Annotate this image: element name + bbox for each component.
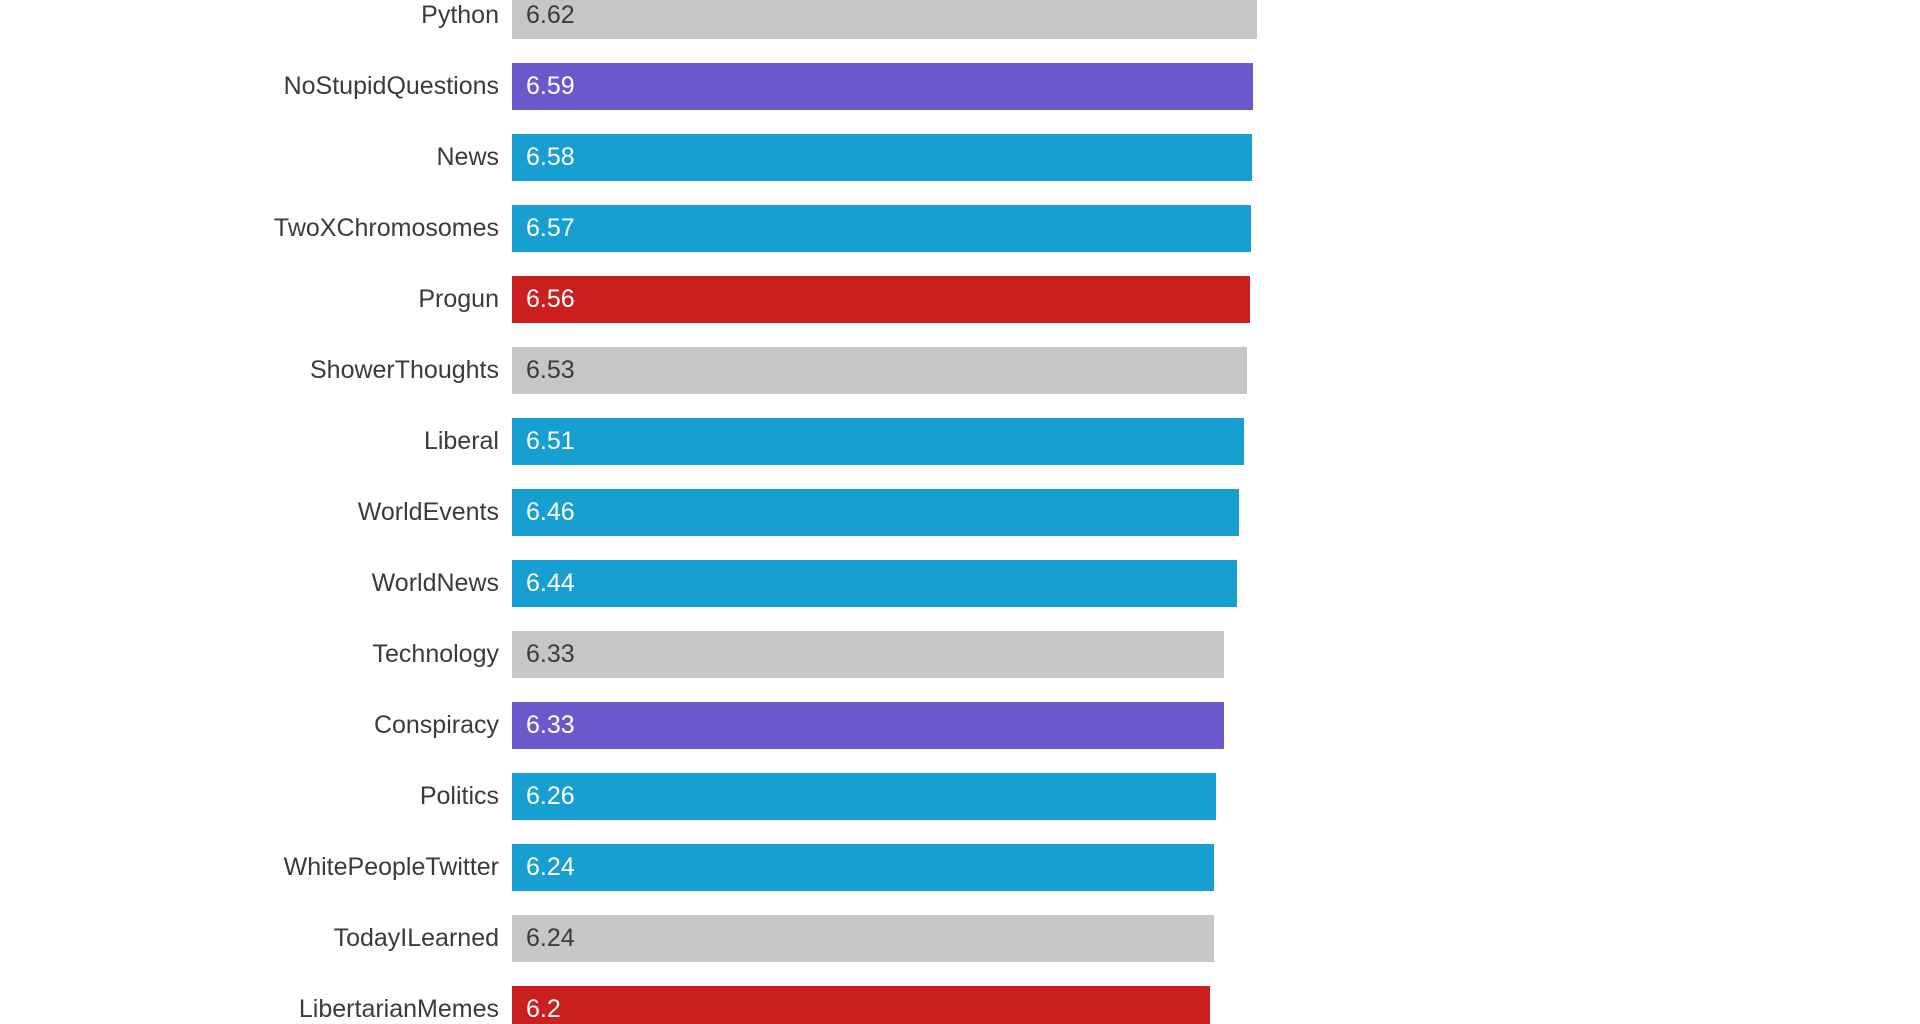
bar: 6.57: [512, 204, 1251, 252]
bar-row: Progun 6.56: [0, 275, 1920, 323]
bar: 6.26: [512, 772, 1216, 820]
category-label: LibertarianMemes: [298, 994, 499, 1023]
value-label: 6.58: [526, 142, 575, 171]
bar-row: Python 6.62: [0, 0, 1920, 39]
bar: 6.56: [512, 275, 1250, 323]
value-label: 6.62: [526, 0, 575, 29]
category-label: Politics: [419, 781, 499, 810]
category-label: Progun: [418, 284, 499, 313]
bar-row: LibertarianMemes 6.2: [0, 985, 1920, 1024]
category-label: ShowerThoughts: [309, 355, 499, 384]
bar: 6.53: [512, 346, 1247, 394]
bar-row: WorldNews 6.44: [0, 559, 1920, 607]
bar: 6.33: [512, 630, 1224, 678]
value-label: 6.53: [526, 355, 575, 384]
bar-row: Conspiracy 6.33: [0, 701, 1920, 749]
bar: 6.62: [512, 0, 1257, 39]
bar: 6.51: [512, 417, 1244, 465]
bar-row: Liberal 6.51: [0, 417, 1920, 465]
bar: 6.24: [512, 914, 1214, 962]
bar-row: Politics 6.26: [0, 772, 1920, 820]
value-label: 6.44: [526, 568, 575, 597]
value-label: 6.46: [526, 497, 575, 526]
bar: 6.33: [512, 701, 1224, 749]
category-label: WorldEvents: [357, 497, 499, 526]
value-label: 6.56: [526, 284, 575, 313]
category-label: TodayILearned: [333, 923, 499, 952]
bar-row: Technology 6.33: [0, 630, 1920, 678]
value-label: 6.59: [526, 71, 575, 100]
bar: 6.46: [512, 488, 1239, 536]
bar-row: WorldEvents 6.46: [0, 488, 1920, 536]
value-label: 6.26: [526, 781, 575, 810]
value-label: 6.33: [526, 639, 575, 668]
bar-row: TodayILearned 6.24: [0, 914, 1920, 962]
bar: 6.58: [512, 133, 1252, 181]
bar-row: News 6.58: [0, 133, 1920, 181]
category-label: Liberal: [423, 426, 499, 455]
value-label: 6.24: [526, 923, 575, 952]
value-label: 6.33: [526, 710, 575, 739]
category-label: Technology: [372, 639, 499, 668]
category-label: Conspiracy: [373, 710, 499, 739]
value-label: 6.2: [526, 994, 561, 1023]
value-label: 6.24: [526, 852, 575, 881]
bar-row: TwoXChromosomes 6.57: [0, 204, 1920, 252]
value-label: 6.57: [526, 213, 575, 242]
bar: 6.59: [512, 62, 1253, 110]
category-label: News: [436, 142, 499, 171]
category-label: TwoXChromosomes: [273, 213, 499, 242]
bar-row: ShowerThoughts 6.53: [0, 346, 1920, 394]
value-label: 6.51: [526, 426, 575, 455]
bar-row: NoStupidQuestions 6.59: [0, 62, 1920, 110]
bar: 6.44: [512, 559, 1237, 607]
category-label: NoStupidQuestions: [283, 71, 499, 100]
bar: 6.24: [512, 843, 1214, 891]
bar-row: WhitePeopleTwitter 6.24: [0, 843, 1920, 891]
category-label: WhitePeopleTwitter: [283, 852, 499, 881]
category-label: Python: [421, 0, 499, 29]
bar: 6.2: [512, 985, 1210, 1024]
category-label: WorldNews: [371, 568, 499, 597]
